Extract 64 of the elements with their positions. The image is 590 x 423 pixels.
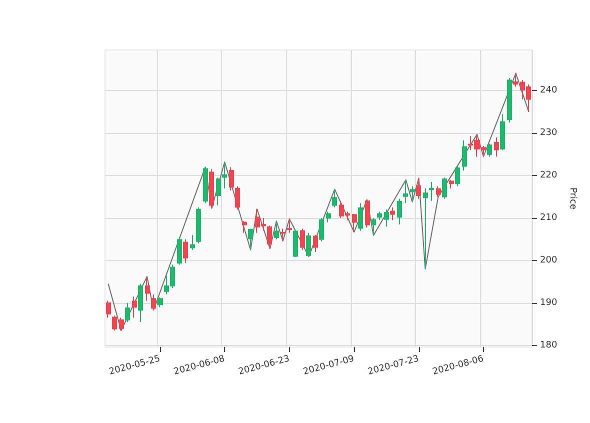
y-tick-label: 200 [540, 255, 558, 266]
candlestick [313, 234, 318, 252]
candlestick [203, 166, 208, 204]
candlestick [177, 236, 182, 266]
candlestick [132, 296, 137, 318]
candlestick [507, 78, 512, 124]
candlestick [352, 213, 357, 233]
y-tick-label: 210 [540, 213, 558, 224]
y-tick-label: 220 [540, 170, 558, 181]
candlestick [436, 186, 441, 198]
candlestick [365, 199, 370, 228]
candlestick [487, 143, 492, 157]
y-tick-label: 190 [540, 298, 558, 308]
candlestick [151, 294, 156, 311]
candlestick [494, 136, 499, 157]
candlestick [371, 218, 376, 236]
candlestick [397, 198, 402, 225]
candlestick [190, 234, 195, 250]
candlestick [416, 178, 421, 200]
candlestick [500, 114, 505, 151]
candlestick [332, 188, 337, 208]
candlestick [287, 218, 292, 234]
candlestick [183, 238, 188, 264]
y-tick-label: 240 [540, 86, 558, 96]
candlestick [267, 225, 272, 250]
candlestick [235, 186, 240, 210]
candlestick [377, 211, 382, 221]
candlestick [390, 206, 395, 221]
candlestick [449, 179, 454, 189]
candlestick [248, 228, 253, 250]
y-tick-label: 230 [540, 128, 558, 138]
candlestick [112, 315, 117, 331]
candlestick [209, 168, 214, 209]
candlestick [222, 162, 227, 189]
y-axis-title: Price [568, 188, 578, 210]
candlestick [274, 220, 279, 240]
candlestick [455, 165, 460, 187]
y-tick-label: 180 [540, 340, 558, 350]
candlestick [119, 317, 124, 331]
candlestick [319, 218, 324, 242]
candlestick [145, 276, 150, 302]
line-series [108, 72, 530, 331]
candlestick [216, 177, 221, 206]
candlestick [326, 211, 331, 223]
candlestick [293, 229, 298, 258]
candlestick [157, 296, 163, 308]
candlestick [462, 140, 467, 171]
candlestick [125, 302, 130, 322]
candlestick [196, 206, 201, 244]
candlestick [306, 232, 311, 258]
candlestick [384, 209, 389, 228]
candlestick [442, 177, 447, 200]
candlestick [229, 166, 234, 191]
candlestick [300, 228, 305, 250]
candlestick [423, 188, 428, 270]
candlestick [138, 283, 143, 322]
candlestick [242, 220, 247, 234]
candlestick [429, 181, 434, 202]
candlestick [513, 72, 518, 87]
candlestick [403, 179, 408, 204]
candlestick [280, 228, 285, 242]
candlestick [358, 202, 363, 232]
candlestick [410, 186, 415, 202]
candlestick [106, 300, 111, 318]
